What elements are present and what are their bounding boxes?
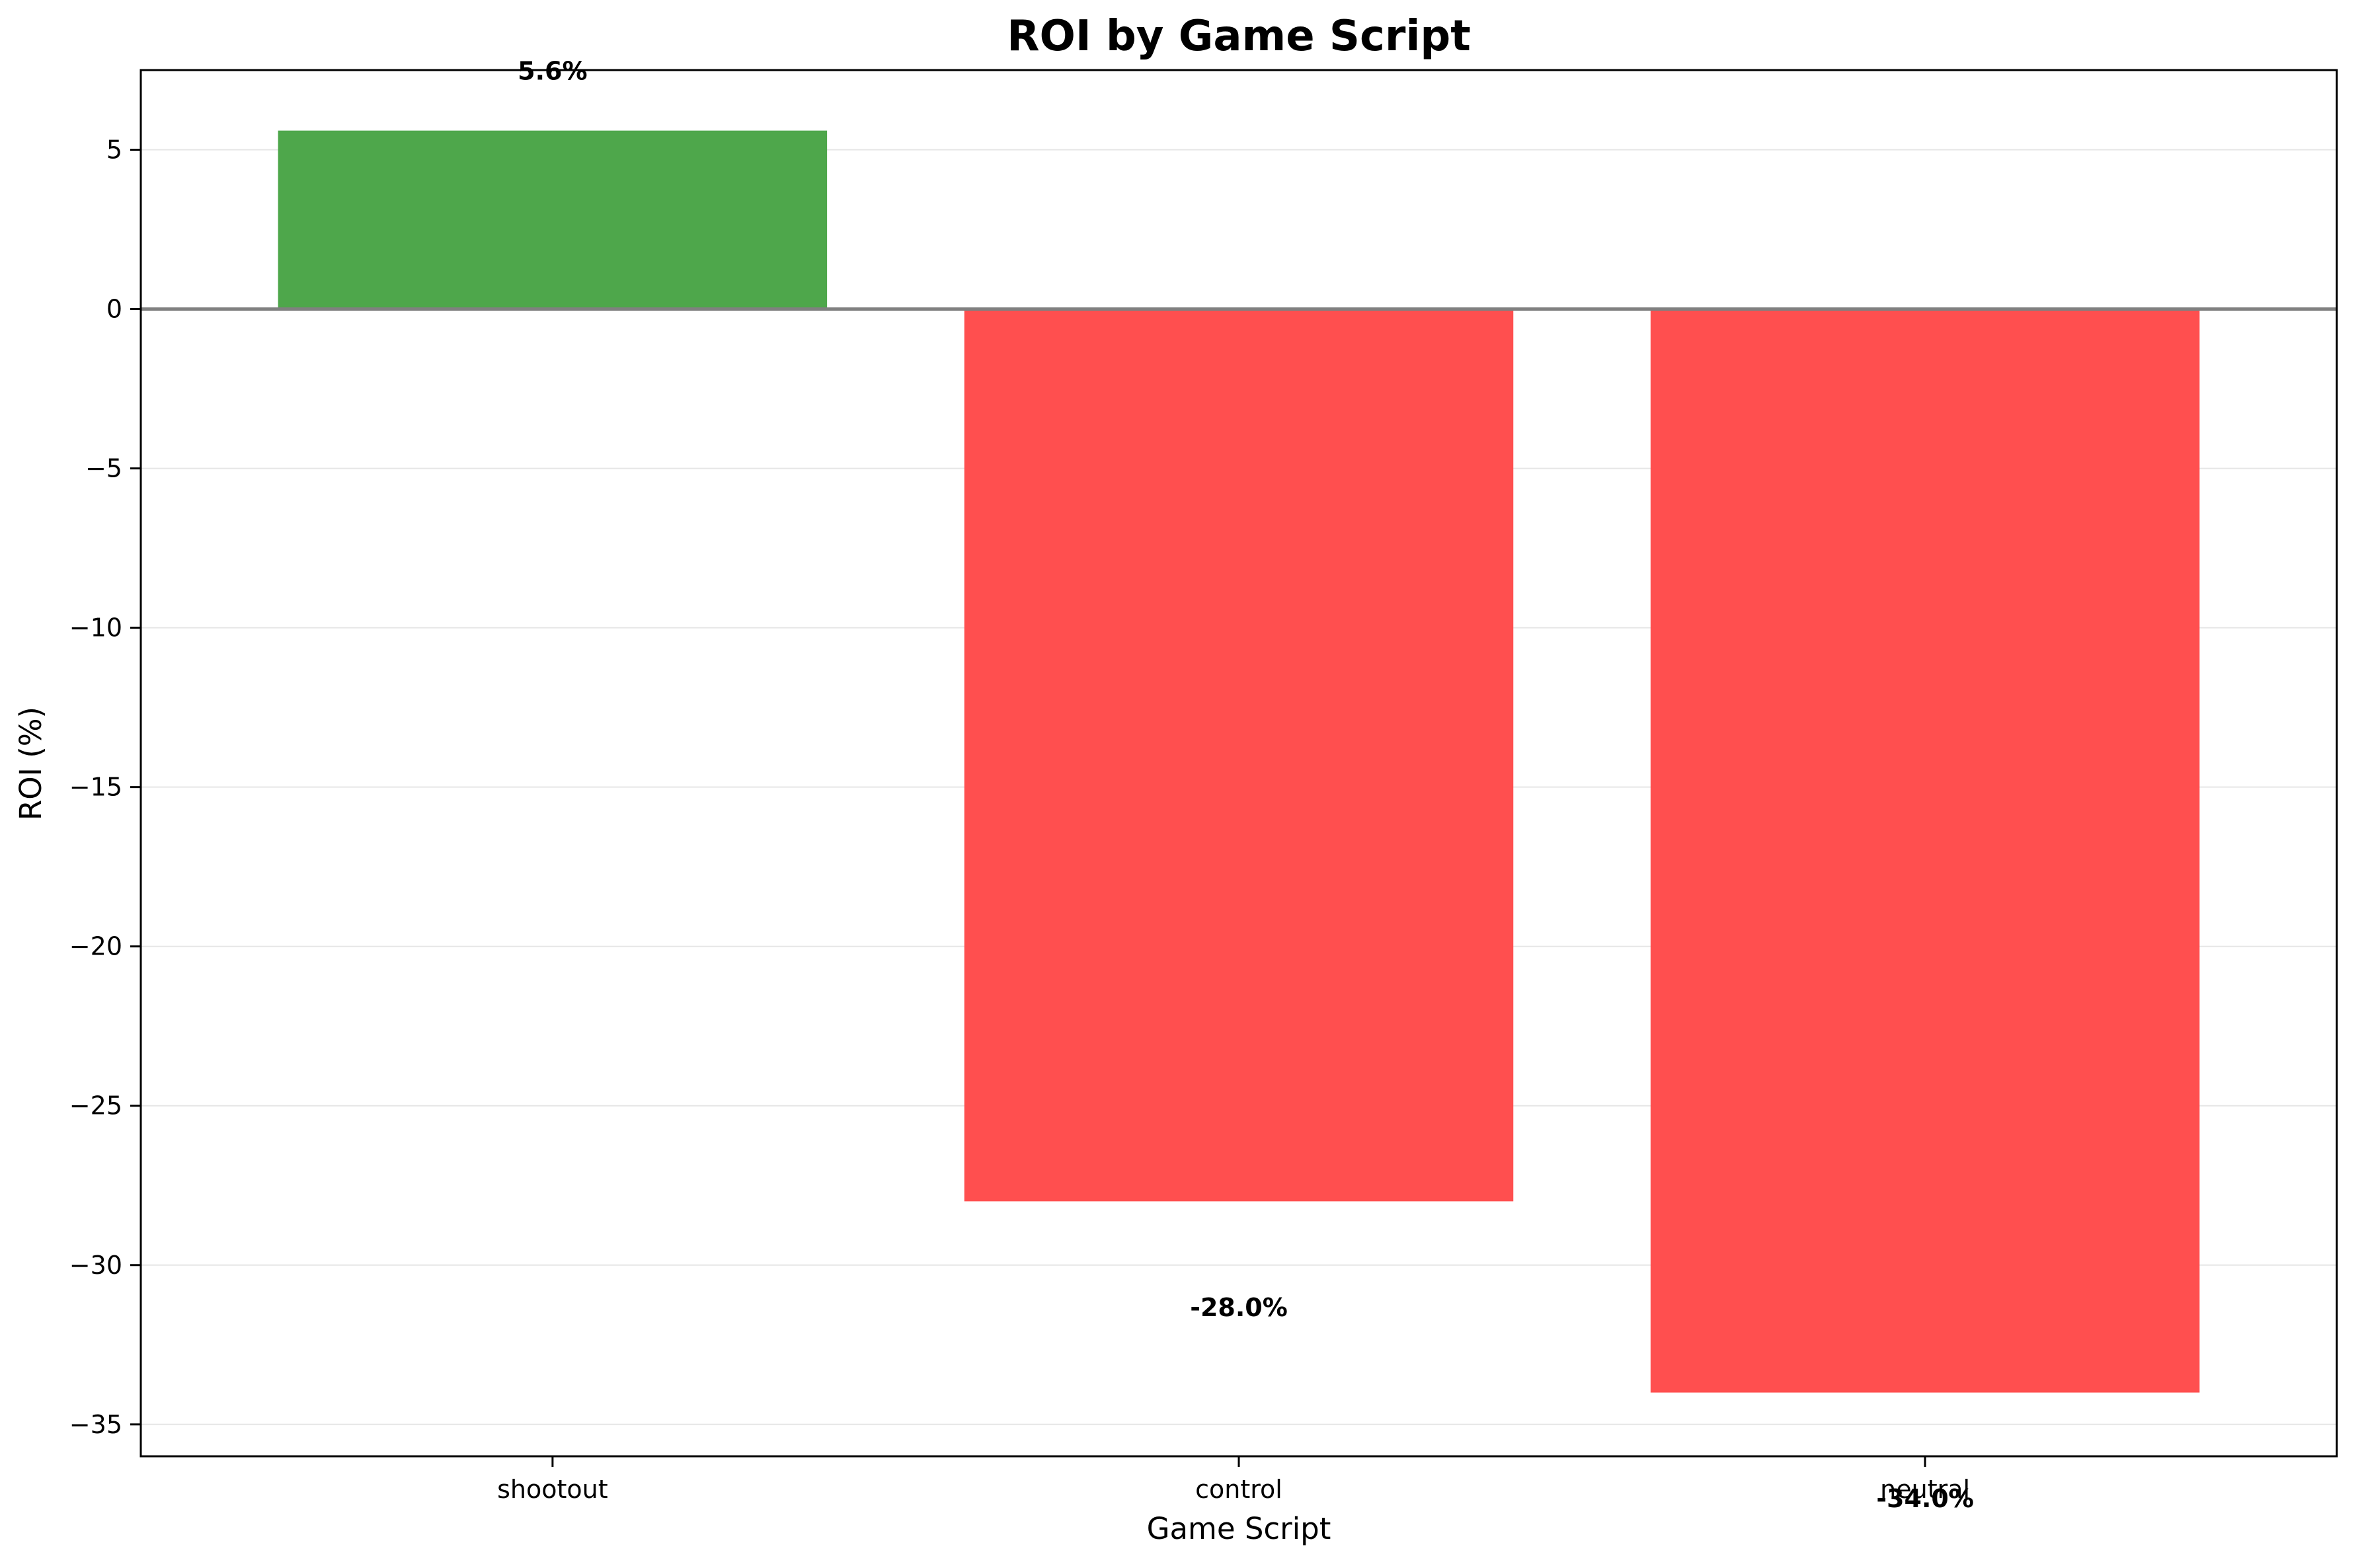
bar-control <box>964 309 1514 1202</box>
bar-shootout <box>278 130 828 309</box>
y-tick-label: −25 <box>69 1091 122 1120</box>
chart-title: ROI by Game Script <box>1007 12 1471 61</box>
y-tick-label: −20 <box>69 932 122 961</box>
bars <box>278 130 2200 1393</box>
y-tick-label: −15 <box>69 773 122 802</box>
y-tick-label: −5 <box>85 454 122 483</box>
x-tick-label-shootout: shootout <box>497 1475 608 1504</box>
y-tick-label: 0 <box>106 295 122 324</box>
x-axis-ticks: shootout control neutral <box>497 1456 1970 1504</box>
x-tick-label-control: control <box>1195 1475 1282 1504</box>
y-tick-label: −30 <box>69 1251 122 1280</box>
y-tick-label: 5 <box>106 136 122 165</box>
x-axis-label: Game Script <box>1147 1511 1331 1546</box>
y-axis-label: ROI (%) <box>13 707 48 820</box>
x-tick-label-neutral: neutral <box>1880 1475 1970 1504</box>
data-label-neutral: -34.0% <box>1876 1484 1974 1513</box>
bar-neutral <box>1650 309 2200 1393</box>
y-tick-label: −35 <box>69 1410 122 1439</box>
y-axis-ticks: 5 0 −5 −10 −15 −20 −25 −30 −35 <box>69 136 141 1439</box>
y-tick-label: −10 <box>69 613 122 643</box>
data-label-control: -28.0% <box>1190 1293 1288 1322</box>
